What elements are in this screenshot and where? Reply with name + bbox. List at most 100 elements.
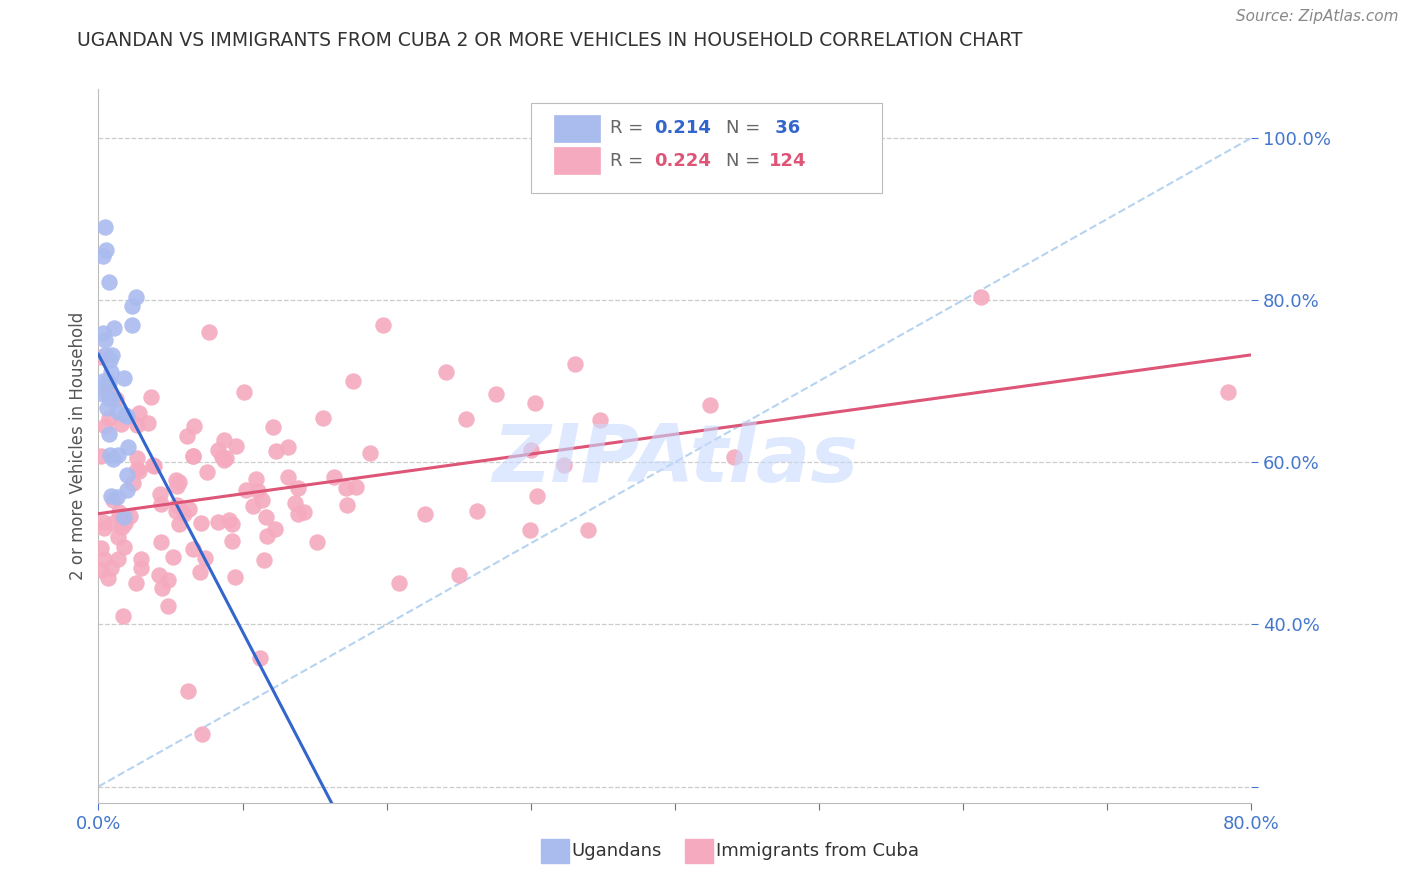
Point [107, 405, 129, 419]
Text: 124: 124 [769, 152, 807, 169]
Point [176, 429, 198, 443]
Point [101, 392, 124, 406]
Point [100, 448, 122, 462]
Point [413, 507, 436, 521]
Point [242, 499, 264, 513]
Point [93, 521, 115, 535]
Point [342, 374, 364, 388]
Point [262, 420, 284, 434]
Text: ZIPAtlas: ZIPAtlas [492, 421, 858, 500]
Point [181, 449, 204, 463]
Point [188, 565, 211, 579]
Point [136, 416, 159, 430]
Point [121, 318, 143, 333]
Point [211, 450, 233, 465]
Point [112, 540, 135, 554]
Point [100, 365, 122, 379]
Point [970, 290, 993, 304]
Point [112, 510, 135, 524]
Point [249, 650, 271, 665]
Point [162, 549, 184, 564]
Point [97, 391, 120, 405]
Point [91, 515, 114, 529]
Point [307, 535, 329, 549]
Point [207, 515, 229, 529]
Point [94, 219, 117, 234]
Point [115, 409, 138, 423]
Point [112, 609, 135, 624]
Point [96, 376, 118, 390]
Point [90, 450, 112, 464]
Point [589, 413, 612, 427]
Point [190, 516, 212, 530]
Point [127, 418, 149, 433]
Point [177, 501, 200, 516]
Point [434, 365, 457, 379]
Point [523, 396, 546, 410]
Point [388, 575, 411, 590]
Point [111, 519, 134, 533]
Point [245, 472, 267, 486]
Point [94, 419, 117, 434]
Point [166, 479, 188, 493]
Point [564, 357, 586, 371]
Point [148, 567, 170, 582]
Point [723, 450, 745, 465]
Point [553, 458, 575, 472]
FancyBboxPatch shape [554, 115, 600, 142]
Point [167, 517, 190, 532]
Point [100, 348, 122, 362]
Point [98, 276, 121, 290]
FancyBboxPatch shape [554, 147, 600, 174]
Point [235, 483, 257, 497]
Point [107, 530, 129, 544]
Point [131, 552, 153, 566]
Point [105, 392, 128, 406]
Point [142, 458, 165, 473]
Point [247, 483, 270, 498]
Point [225, 439, 247, 453]
Y-axis label: 2 or more Vehicles in Household: 2 or more Vehicles in Household [69, 312, 87, 580]
Point [125, 290, 148, 304]
Point [90, 563, 112, 577]
Point [150, 581, 173, 595]
Point [195, 465, 218, 479]
Point [121, 476, 143, 491]
Point [485, 387, 508, 401]
Text: Immigrants from Cuba: Immigrants from Cuba [717, 842, 920, 860]
Point [156, 574, 179, 588]
Point [519, 523, 541, 537]
Point [699, 398, 721, 412]
Text: N =: N = [725, 120, 766, 137]
Point [112, 371, 135, 385]
Point [110, 417, 132, 431]
Point [277, 440, 299, 454]
Point [250, 492, 273, 507]
Point [128, 406, 150, 420]
Point [156, 599, 179, 613]
Point [91, 326, 114, 340]
Point [108, 505, 131, 519]
Point [166, 473, 188, 487]
Point [214, 450, 236, 465]
Point [93, 348, 115, 362]
Point [90, 350, 112, 364]
Point [359, 446, 381, 460]
Point [128, 464, 150, 478]
Point [94, 333, 117, 347]
Point [173, 508, 195, 522]
Text: Source: ZipAtlas.com: Source: ZipAtlas.com [1236, 9, 1399, 24]
Point [233, 384, 256, 399]
Point [191, 727, 214, 741]
Point [447, 567, 470, 582]
FancyBboxPatch shape [685, 839, 713, 863]
Point [263, 522, 285, 536]
Point [322, 470, 344, 484]
Point [176, 684, 198, 698]
Point [91, 249, 114, 263]
Point [181, 449, 204, 463]
Point [336, 498, 359, 512]
Point [115, 483, 138, 497]
Point [526, 489, 548, 503]
Point [287, 507, 309, 521]
